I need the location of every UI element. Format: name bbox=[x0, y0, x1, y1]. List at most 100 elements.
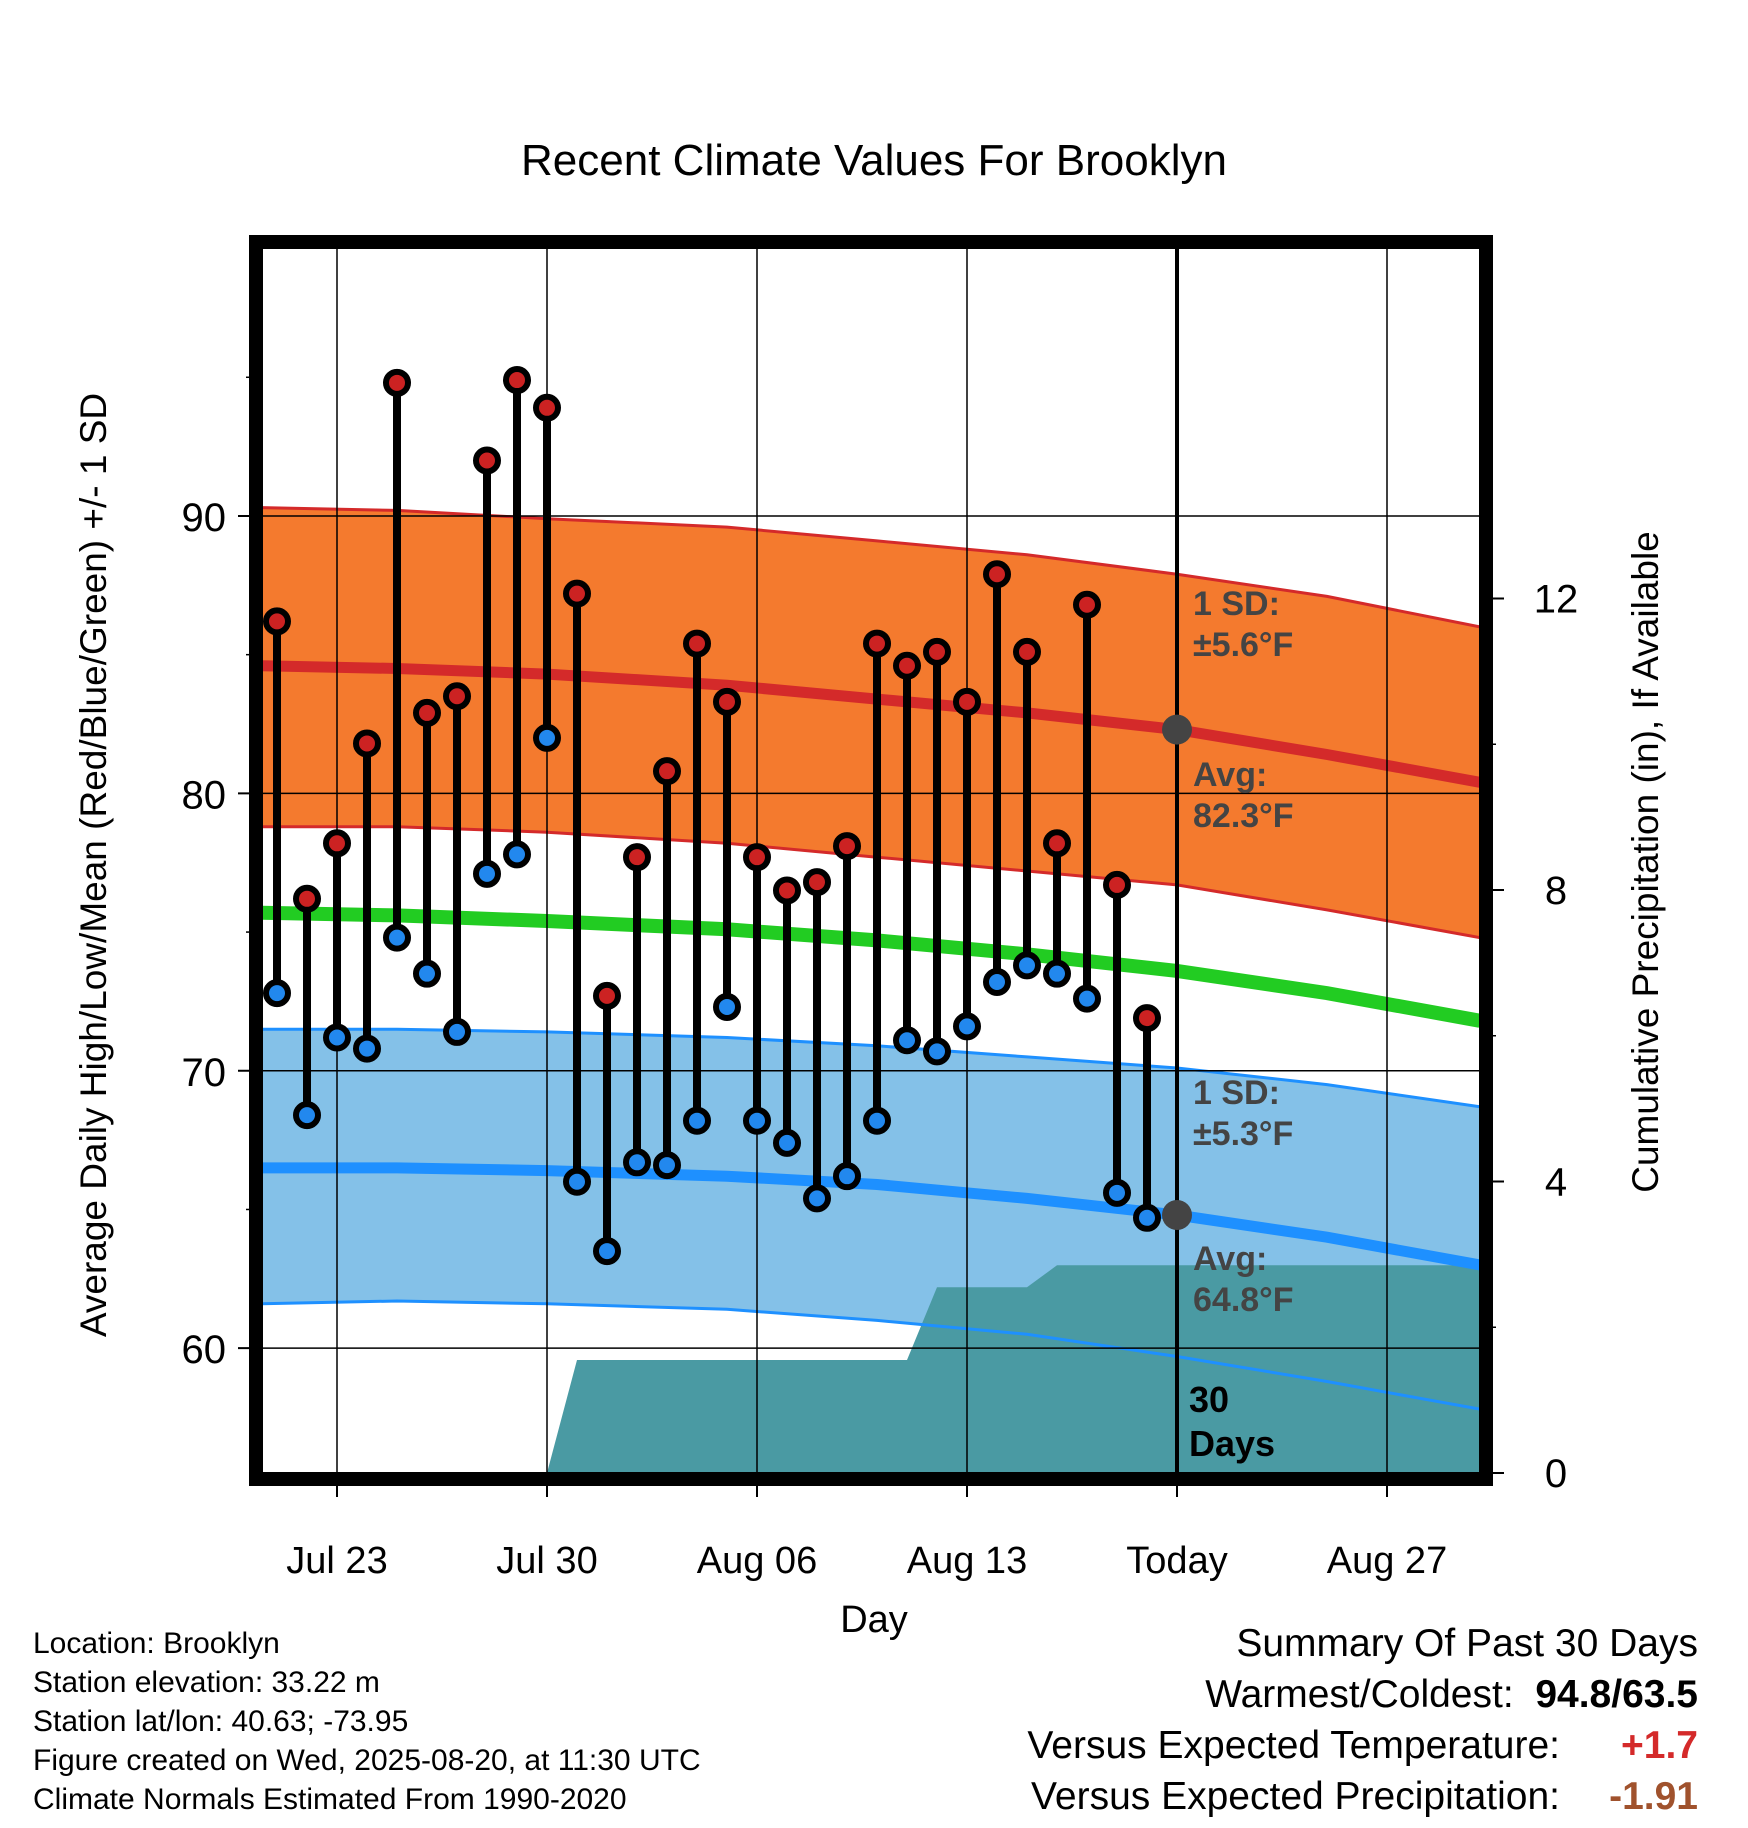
daily-low-point bbox=[353, 1034, 381, 1063]
low-avg-value: 64.8°F bbox=[1193, 1281, 1294, 1319]
daily-low-point bbox=[893, 1026, 921, 1055]
daily-low-point bbox=[323, 1023, 351, 1052]
daily-low-point bbox=[683, 1106, 711, 1135]
summary-panel: Summary Of Past 30 Days Warmest/Coldest:… bbox=[1027, 1618, 1698, 1822]
high-avg-value: 82.3°F bbox=[1193, 797, 1294, 835]
daily-low-point bbox=[833, 1162, 861, 1191]
x-tick-label: Aug 27 bbox=[1327, 1540, 1447, 1582]
low-sd-label: 1 SD: bbox=[1193, 1074, 1280, 1112]
daily-low-point bbox=[623, 1148, 651, 1177]
plot-area bbox=[262, 248, 1480, 1473]
daily-high-point bbox=[473, 446, 501, 475]
created-line: Figure created on Wed, 2025-08-20, at 11… bbox=[33, 1744, 701, 1777]
daily-high-point bbox=[683, 629, 711, 658]
x-axis-label: Day bbox=[840, 1599, 908, 1641]
today-high-avg-point bbox=[1162, 714, 1192, 745]
daily-low-point bbox=[653, 1151, 681, 1180]
extremes-value: 94.8/63.5 bbox=[1535, 1673, 1698, 1716]
low-avg-line bbox=[262, 1162, 1480, 1271]
window-label-count: 30 bbox=[1189, 1379, 1229, 1420]
high-sd-band bbox=[262, 507, 1480, 938]
daily-low-point bbox=[473, 859, 501, 888]
daily-high-point bbox=[893, 651, 921, 680]
daily-high-point bbox=[503, 366, 531, 395]
plot-frame bbox=[249, 235, 1493, 1486]
y2-axis-label: Cumulative Precipitation (in), If Availa… bbox=[1625, 531, 1666, 1193]
daily-high-point bbox=[413, 698, 441, 727]
daily-low-point bbox=[863, 1106, 891, 1135]
daily-low-point bbox=[413, 959, 441, 988]
daily-high-point bbox=[623, 843, 651, 872]
daily-low-point bbox=[983, 968, 1011, 997]
summary-extremes: Warmest/Coldest: 94.8/63.5 bbox=[1027, 1669, 1698, 1720]
daily-low-point bbox=[1013, 951, 1041, 980]
x-tick-label: Aug 06 bbox=[697, 1540, 817, 1582]
x-tick-label: Today bbox=[1126, 1540, 1227, 1582]
precip-value: -1.91 bbox=[1609, 1775, 1698, 1818]
daily-low-point bbox=[1133, 1203, 1161, 1232]
y-tick-label: 60 bbox=[182, 1328, 227, 1372]
high-sd-value: ±5.6°F bbox=[1193, 626, 1293, 664]
summary-temp: Versus Expected Temperature: +1.7 bbox=[1027, 1720, 1698, 1771]
elevation-line: Station elevation: 33.22 m bbox=[33, 1666, 380, 1699]
x-tick-label: Jul 30 bbox=[496, 1540, 597, 1582]
x-tick-label: Jul 23 bbox=[286, 1540, 387, 1582]
y2-tick-label: 8 bbox=[1545, 869, 1567, 913]
summary-title: Summary Of Past 30 Days bbox=[1236, 1622, 1698, 1665]
daily-low-point bbox=[593, 1237, 621, 1266]
y-tick-label: 90 bbox=[182, 496, 227, 540]
y-axis-label: Average Daily High/Low/Mean (Red/Blue/Gr… bbox=[73, 393, 114, 1337]
daily-high-point bbox=[323, 829, 351, 858]
y2-tick-label: 12 bbox=[1534, 578, 1579, 622]
daily-high-point bbox=[923, 637, 951, 666]
daily-low-point bbox=[293, 1101, 321, 1130]
daily-low-point bbox=[383, 923, 411, 952]
daily-low-point bbox=[803, 1184, 831, 1213]
location-line: Location: Brooklyn bbox=[33, 1627, 280, 1660]
daily-low-point bbox=[503, 840, 531, 869]
daily-high-point bbox=[1013, 637, 1041, 666]
low-avg-label: Avg: bbox=[1193, 1240, 1267, 1278]
daily-low-point bbox=[263, 979, 291, 1008]
daily-high-point bbox=[833, 832, 861, 861]
precip-label: Versus Expected Precipitation: bbox=[1031, 1775, 1560, 1818]
high-sd-label: 1 SD: bbox=[1193, 585, 1280, 623]
daily-high-point bbox=[1043, 829, 1071, 858]
daily-high-point bbox=[953, 687, 981, 716]
daily-low-point bbox=[563, 1167, 591, 1196]
daily-low-point bbox=[953, 1012, 981, 1041]
daily-low-point bbox=[1103, 1178, 1131, 1207]
daily-high-point bbox=[263, 607, 291, 636]
temp-value: +1.7 bbox=[1621, 1724, 1698, 1767]
window-label-unit: Days bbox=[1189, 1423, 1275, 1464]
mean-line bbox=[262, 905, 1480, 1028]
temp-label: Versus Expected Temperature: bbox=[1027, 1724, 1560, 1767]
x-tick-label: Aug 13 bbox=[907, 1540, 1027, 1582]
daily-high-point bbox=[773, 876, 801, 905]
summary-precip: Versus Expected Precipitation: -1.91 bbox=[1027, 1771, 1698, 1822]
daily-high-point bbox=[803, 868, 831, 897]
daily-high-point bbox=[533, 393, 561, 422]
extremes-label: Warmest/Coldest: bbox=[1205, 1673, 1514, 1716]
daily-low-point bbox=[743, 1106, 771, 1135]
daily-high-point bbox=[563, 579, 591, 608]
daily-high-point bbox=[353, 729, 381, 758]
daily-high-point bbox=[983, 560, 1011, 589]
y-tick-label: 80 bbox=[182, 773, 227, 817]
station-info: Location: Brooklyn Station elevation: 33… bbox=[33, 1624, 701, 1819]
normals-line: Climate Normals Estimated From 1990-2020 bbox=[33, 1783, 627, 1816]
daily-high-point bbox=[863, 629, 891, 658]
daily-high-point bbox=[383, 368, 411, 397]
daily-high-point bbox=[653, 757, 681, 786]
low-sd-value: ±5.3°F bbox=[1193, 1115, 1293, 1153]
daily-low-point bbox=[1043, 959, 1071, 988]
y-tick-label: 70 bbox=[182, 1051, 227, 1095]
y2-tick-label: 4 bbox=[1545, 1161, 1567, 1205]
daily-low-point bbox=[713, 992, 741, 1021]
daily-high-point bbox=[713, 687, 741, 716]
daily-low-point bbox=[533, 723, 561, 752]
daily-low-point bbox=[443, 1017, 471, 1046]
high-upper-line bbox=[262, 506, 1480, 629]
latlon-line: Station lat/lon: 40.63; -73.95 bbox=[33, 1705, 409, 1738]
